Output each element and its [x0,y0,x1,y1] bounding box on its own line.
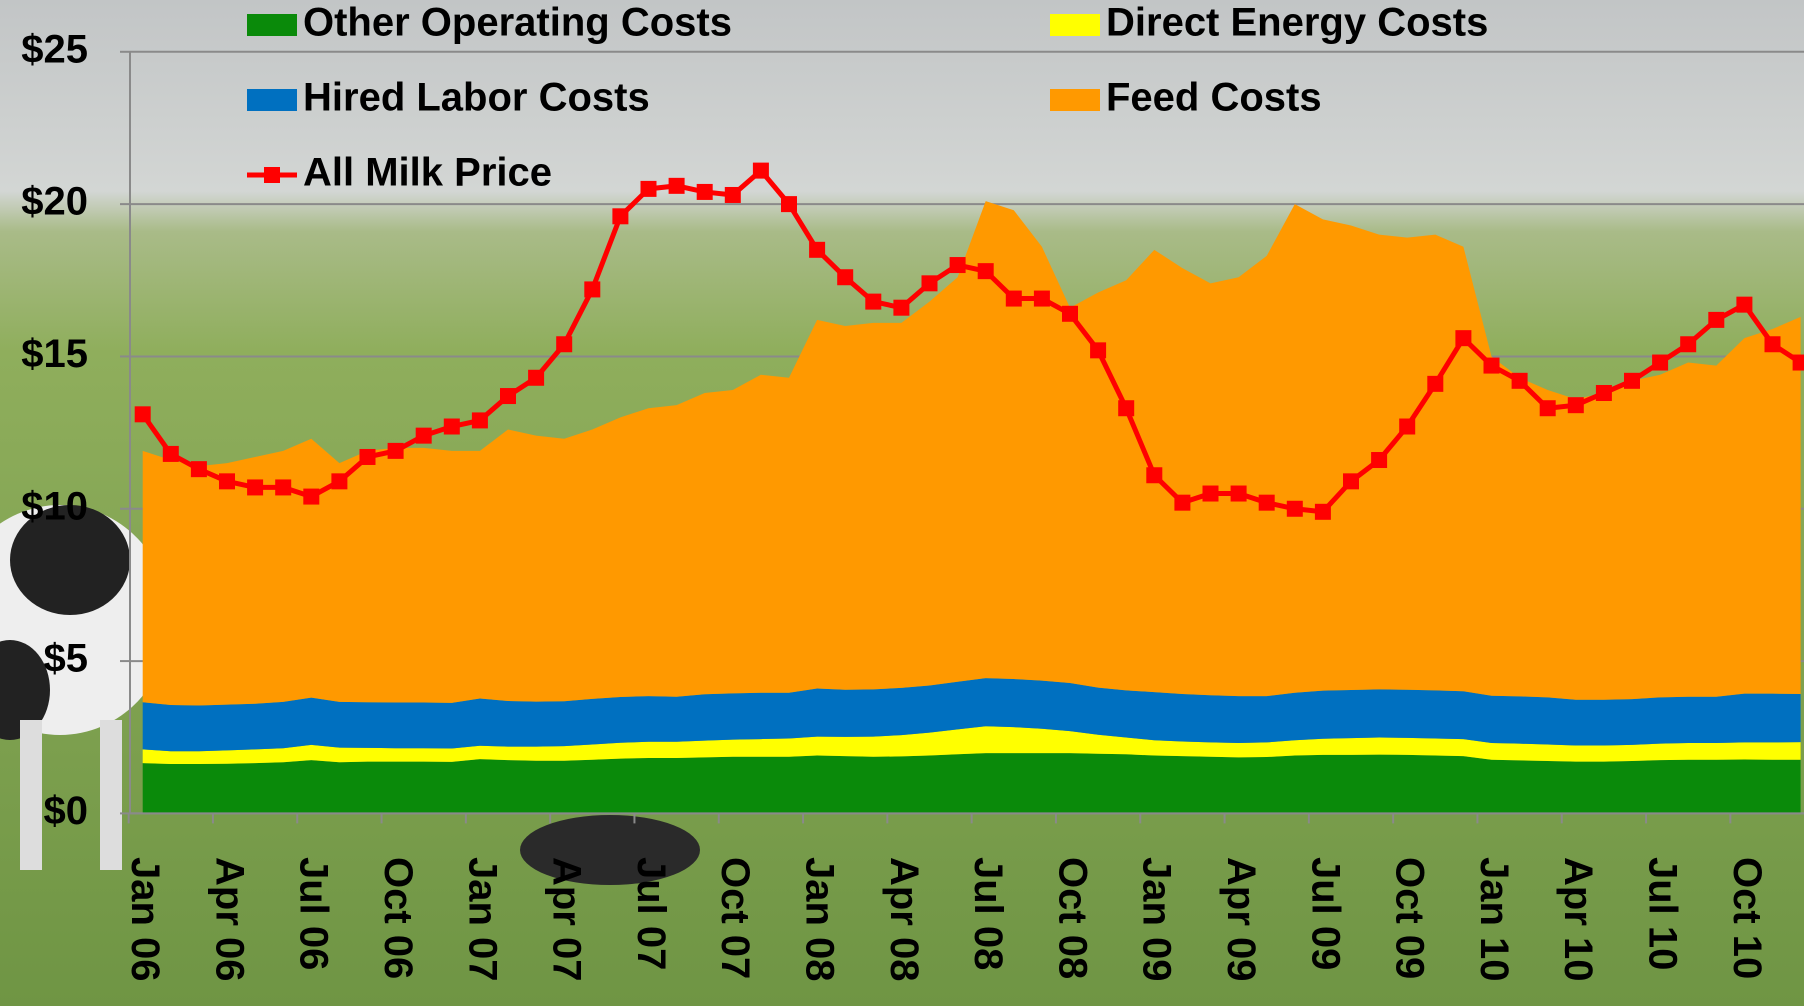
marker [219,473,235,489]
x-tick-label: Jan 10 [1472,857,1516,982]
marker [1062,306,1078,322]
marker [978,263,994,279]
x-tick-label: Jan 07 [460,857,504,982]
x-tick-label: Jul 07 [629,857,673,970]
marker [1174,495,1190,511]
marker [528,370,544,386]
marker [303,489,319,505]
marker [247,479,263,495]
marker [1371,452,1387,468]
legend-label: Feed Costs [1106,76,1322,120]
x-tick-label: Apr 06 [207,857,251,982]
marker [1596,385,1612,401]
marker [781,196,797,212]
marker [388,443,404,459]
marker [1736,297,1752,313]
marker [809,242,825,258]
x-tick-label: Apr 10 [1556,857,1600,982]
legend-label: Other Operating Costs [303,1,732,45]
marker [584,281,600,297]
x-tick-label: Oct 08 [1050,857,1094,979]
area [143,753,1801,813]
x-tick-label: Jul 10 [1641,857,1685,970]
x-tick-label: Jul 08 [966,857,1010,970]
marker [135,406,151,422]
x-tick-label: Oct 10 [1725,857,1769,979]
x-tick-label: Apr 09 [1219,857,1263,982]
marker [1484,358,1500,374]
legend-label: All Milk Price [303,151,552,195]
y-tick-label: $15 [21,332,88,376]
x-tick-label: Oct 09 [1388,857,1432,979]
marker [1287,501,1303,517]
x-tick-label: Jul 06 [292,857,336,970]
marker [1427,376,1443,392]
marker [893,300,909,316]
marker [275,479,291,495]
marker [865,294,881,310]
marker [641,181,657,197]
marker [1315,504,1331,520]
marker [331,473,347,489]
legend-swatch [1050,14,1100,36]
legend-swatch [1050,89,1100,111]
x-tick-label: Oct 06 [376,857,420,979]
marker [1399,419,1415,435]
marker [1793,355,1804,371]
marker [360,449,376,465]
marker [1680,336,1696,352]
marker [950,257,966,273]
x-tick-label: Apr 08 [882,857,926,982]
x-tick-label: Jan 09 [1135,857,1179,982]
marker [1146,467,1162,483]
marker [416,428,432,444]
page: $0 $5 $10 $15 $20 $25 Jan 06 Apr 06 Jul 06 Oct 06… [0,0,1804,1006]
marker [1540,400,1556,416]
marker [1512,373,1528,389]
marker [191,461,207,477]
marker [1343,473,1359,489]
marker [1231,486,1247,502]
y-tick-label: $5 [44,637,89,681]
marker [1765,336,1781,352]
marker [1455,330,1471,346]
marker [669,178,685,194]
y-tick-label: $25 [21,27,88,71]
legend-marker [264,167,280,183]
marker [837,269,853,285]
marker [1568,397,1584,413]
marker [1203,486,1219,502]
marker [922,275,938,291]
y-tick-label: $10 [21,484,88,528]
marker [1118,400,1134,416]
marker [1652,355,1668,371]
legend-swatch [247,14,297,36]
y-tick-label: $0 [44,789,89,833]
chart: $0 $5 $10 $15 $20 $25 Jan 06 Apr 06 Jul 06 Oct 06… [0,0,1804,1006]
x-tick-label: Jul 09 [1303,857,1347,970]
marker [556,336,572,352]
marker [163,446,179,462]
x-tick-label: Jan 08 [798,857,842,982]
marker [1624,373,1640,389]
marker [1708,312,1724,328]
marker [753,163,769,179]
marker [1090,342,1106,358]
marker [1259,495,1275,511]
marker [472,412,488,428]
legend-swatch [247,89,297,111]
y-tick-label: $20 [21,180,88,224]
x-tick-label: Apr 07 [545,857,589,982]
x-tick-label: Jan 06 [123,857,167,982]
marker [725,187,741,203]
marker [697,184,713,200]
legend-label: Hired Labor Costs [303,76,650,120]
marker [612,208,628,224]
marker [500,388,516,404]
marker [1006,291,1022,307]
x-tick-label: Oct 07 [713,857,757,979]
legend-label: Direct Energy Costs [1106,1,1488,45]
marker [1034,291,1050,307]
marker [444,419,460,435]
